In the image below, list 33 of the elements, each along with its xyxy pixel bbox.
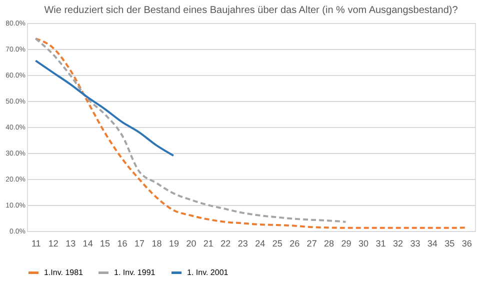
x-tick-label: 28 [324, 238, 334, 248]
x-tick-label: 22 [220, 238, 231, 248]
legend-label: 1. Inv. 2001 [187, 268, 229, 277]
x-tick-label: 21 [203, 238, 214, 248]
x-tick-label: 14 [82, 238, 93, 248]
x-tick-label: 26 [290, 238, 300, 248]
x-tick-label: 25 [272, 238, 282, 248]
x-tick-label: 23 [238, 238, 248, 248]
x-tick-label: 31 [376, 238, 386, 248]
x-tick-label: 11 [31, 238, 41, 248]
x-tick-label: 30 [358, 238, 369, 248]
x-tick-label: 12 [48, 238, 58, 248]
x-tick-label: 15 [100, 238, 110, 248]
x-tick-label: 19 [168, 238, 179, 248]
x-tick-label: 27 [306, 238, 317, 248]
legend-label: 1.Inv. 1981 [44, 268, 84, 277]
line-series [34, 60, 174, 157]
x-tick-label: 17 [134, 238, 145, 248]
chart-title: Wie reduziert sich der Bestand eines Baujahres über das Alter (in % vom Ausgangsbestand)? [44, 5, 458, 16]
x-tick-label: 36 [462, 238, 472, 248]
x-tick-label: 20 [186, 238, 196, 248]
x-tick-label: 34 [427, 238, 438, 248]
line-series [34, 38, 347, 223]
x-tick-label: 13 [66, 238, 76, 248]
x-tick-label: 18 [152, 238, 162, 248]
x-tick-label: 32 [392, 238, 403, 248]
x-tick-label: 24 [255, 238, 266, 248]
legend-label: 1. Inv. 1991 [114, 268, 156, 277]
line-series [34, 38, 468, 229]
x-tick-label: 35 [444, 238, 455, 248]
x-tick-label: 33 [410, 238, 420, 248]
x-tick-label: 16 [117, 238, 128, 248]
x-tick-label: 29 [341, 238, 352, 248]
